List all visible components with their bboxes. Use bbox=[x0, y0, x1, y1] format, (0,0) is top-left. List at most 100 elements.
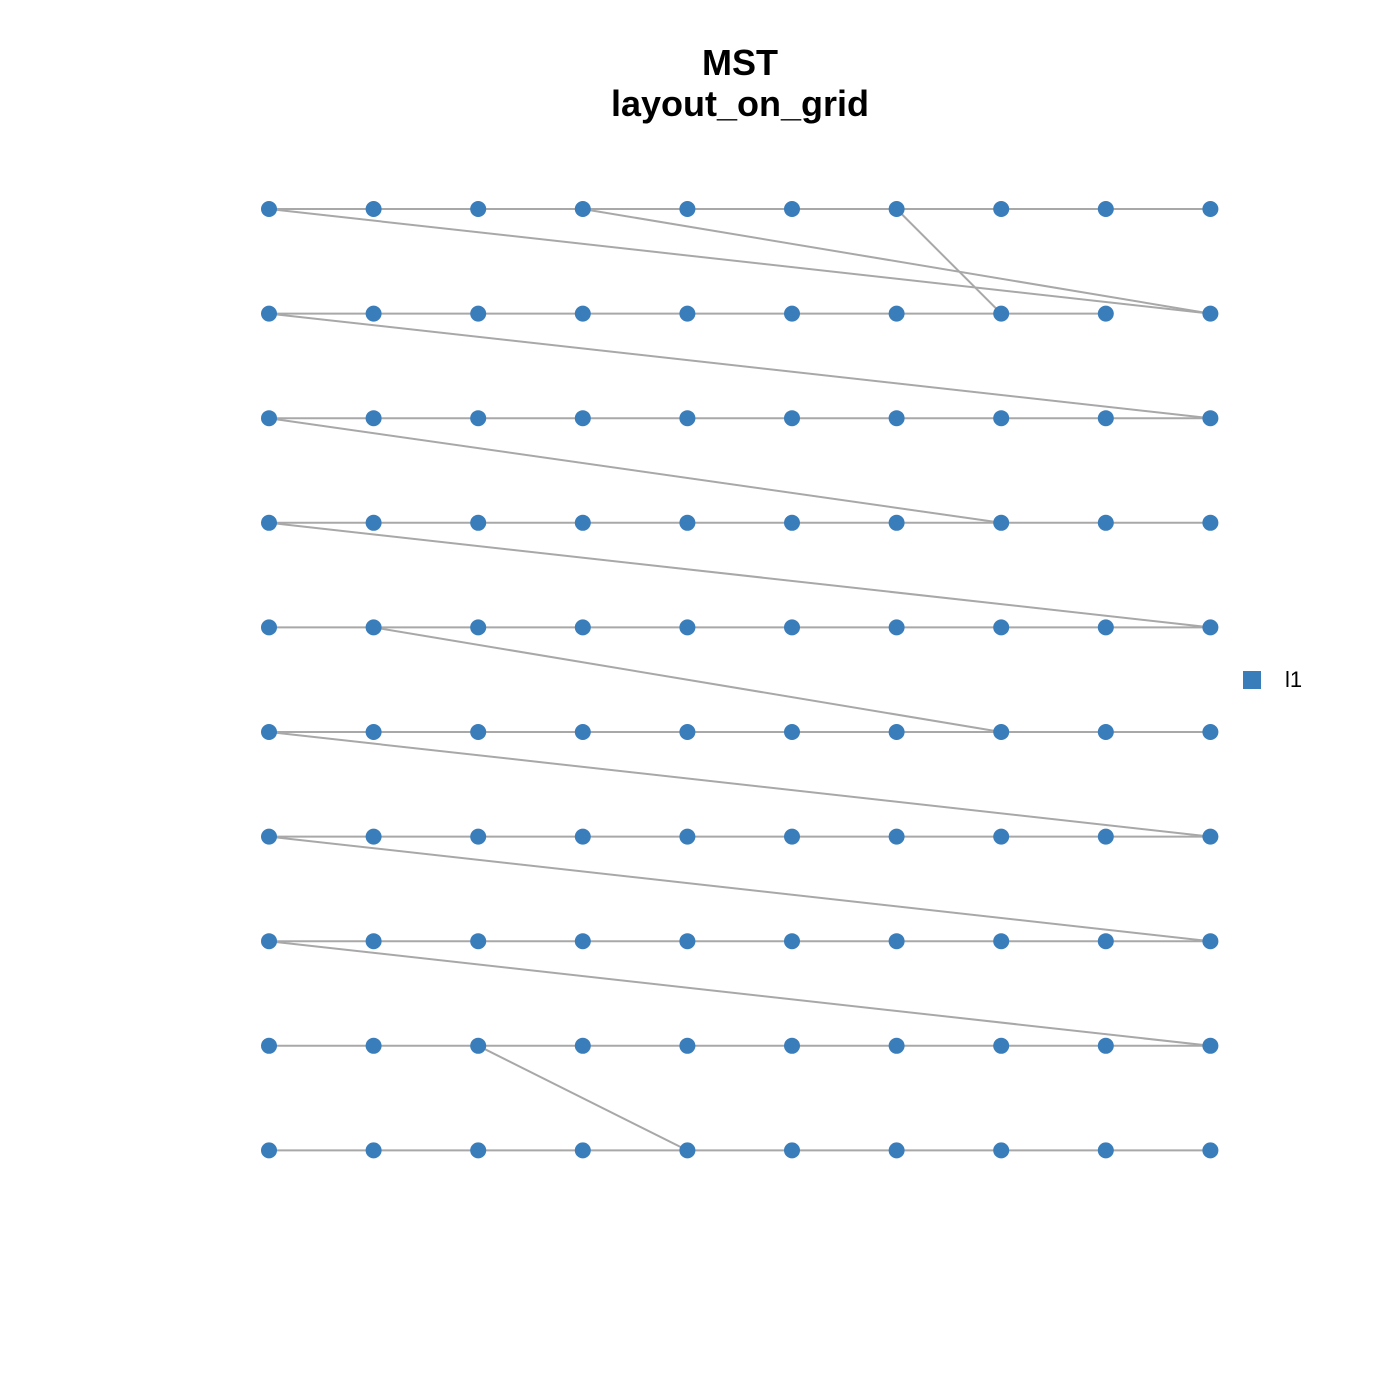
node bbox=[784, 514, 800, 531]
node bbox=[784, 1037, 800, 1054]
node bbox=[679, 828, 696, 845]
node bbox=[679, 514, 696, 531]
node bbox=[1097, 1037, 1114, 1054]
node bbox=[993, 724, 1010, 740]
node bbox=[365, 305, 382, 322]
node bbox=[888, 305, 905, 322]
node bbox=[993, 828, 1010, 845]
node bbox=[993, 1037, 1010, 1054]
node bbox=[470, 514, 487, 531]
node bbox=[888, 201, 905, 217]
node bbox=[470, 619, 487, 636]
node bbox=[261, 828, 277, 845]
node bbox=[470, 410, 487, 427]
node bbox=[574, 933, 591, 950]
node bbox=[1202, 410, 1219, 427]
node bbox=[993, 305, 1010, 322]
node bbox=[574, 1037, 591, 1054]
edge bbox=[895, 208, 1002, 315]
node bbox=[1202, 619, 1219, 636]
node bbox=[888, 1142, 905, 1159]
node bbox=[574, 1142, 591, 1159]
node bbox=[365, 933, 382, 950]
node bbox=[365, 410, 382, 427]
node bbox=[365, 1037, 382, 1054]
node bbox=[1097, 933, 1114, 950]
node bbox=[261, 619, 277, 636]
node bbox=[888, 514, 905, 531]
node bbox=[470, 933, 487, 950]
node bbox=[888, 619, 905, 636]
node bbox=[470, 201, 487, 217]
node bbox=[888, 828, 905, 845]
node bbox=[1097, 410, 1114, 427]
node bbox=[679, 619, 696, 636]
node bbox=[574, 514, 591, 531]
node bbox=[470, 724, 487, 740]
node bbox=[784, 201, 800, 217]
node bbox=[470, 1037, 487, 1054]
edge bbox=[268, 208, 1211, 315]
node bbox=[1202, 514, 1219, 531]
node bbox=[784, 1142, 800, 1159]
node bbox=[993, 514, 1010, 531]
node bbox=[888, 410, 905, 427]
node bbox=[784, 305, 800, 322]
node bbox=[574, 305, 591, 322]
edge bbox=[268, 521, 1211, 629]
node bbox=[365, 828, 382, 845]
node bbox=[1097, 1142, 1114, 1159]
node bbox=[261, 410, 277, 427]
node bbox=[261, 305, 277, 322]
node bbox=[888, 724, 905, 740]
node bbox=[784, 828, 800, 845]
node bbox=[1097, 828, 1114, 845]
edge bbox=[268, 940, 1211, 1047]
node bbox=[784, 410, 800, 427]
node bbox=[1202, 305, 1219, 322]
node bbox=[574, 724, 591, 740]
node bbox=[1202, 1142, 1219, 1159]
node bbox=[470, 305, 487, 322]
node bbox=[1097, 201, 1114, 217]
node bbox=[1202, 933, 1219, 950]
node bbox=[574, 828, 591, 845]
node bbox=[261, 724, 277, 740]
node bbox=[993, 201, 1010, 217]
node bbox=[365, 1142, 382, 1159]
legend-label: l1 bbox=[1285, 667, 1302, 692]
node bbox=[365, 201, 382, 217]
node bbox=[993, 1142, 1010, 1159]
nodes bbox=[261, 201, 1219, 1159]
node bbox=[261, 201, 277, 217]
node bbox=[365, 514, 382, 531]
node bbox=[679, 410, 696, 427]
node bbox=[365, 724, 382, 740]
subtitle: layout_on_grid bbox=[611, 83, 869, 124]
edge bbox=[373, 626, 1002, 733]
edge bbox=[268, 312, 1211, 420]
node bbox=[470, 1142, 487, 1159]
edge bbox=[582, 208, 1211, 315]
node bbox=[261, 933, 277, 950]
node bbox=[574, 619, 591, 636]
legend-key bbox=[1243, 671, 1261, 689]
node bbox=[784, 619, 800, 636]
node bbox=[1097, 724, 1114, 740]
node bbox=[679, 933, 696, 950]
node bbox=[261, 514, 277, 531]
node bbox=[261, 1142, 277, 1159]
node bbox=[993, 619, 1010, 636]
title: MST bbox=[702, 42, 778, 83]
edge bbox=[268, 835, 1211, 943]
node bbox=[679, 1037, 696, 1054]
node bbox=[261, 1037, 277, 1054]
node bbox=[993, 410, 1010, 427]
node bbox=[574, 410, 591, 427]
node bbox=[365, 619, 382, 636]
node bbox=[888, 933, 905, 950]
node bbox=[679, 305, 696, 322]
node bbox=[574, 201, 591, 217]
